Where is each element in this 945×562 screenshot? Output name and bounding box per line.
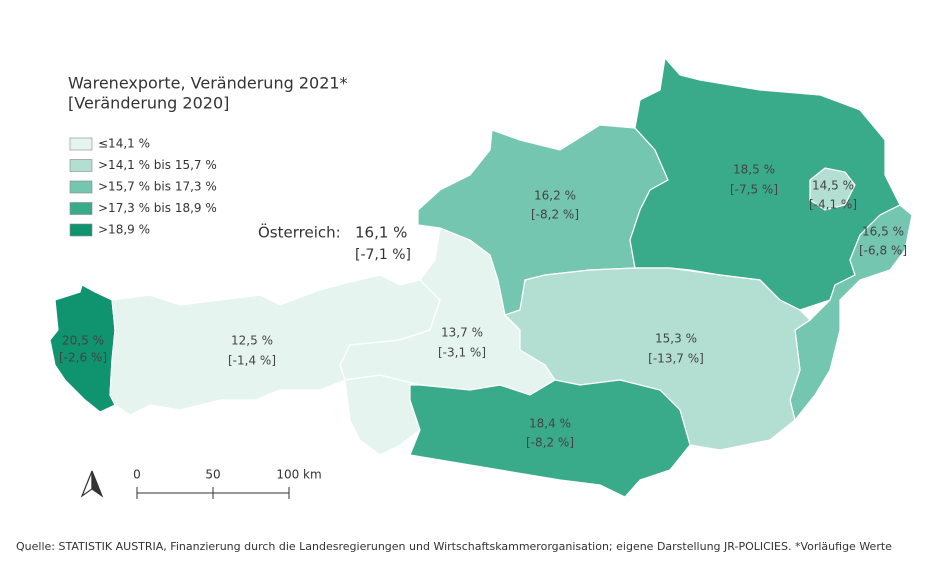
region-previous: [-7,5 %]	[730, 183, 778, 197]
subtitle: [Veränderung 2020]	[68, 94, 229, 113]
region-previous: [-3,1 %]	[438, 346, 486, 360]
legend-label: >14,1 % bis 15,7 %	[98, 158, 217, 172]
legend-label: >15,7 % bis 17,3 %	[98, 180, 217, 194]
total-previous: [-7,1 %]	[355, 247, 411, 263]
regions	[49, 56, 913, 498]
region	[503, 267, 811, 451]
region	[344, 374, 421, 456]
legend-label: >17,3 % bis 18,9 %	[98, 201, 217, 215]
region-previous: [-2,6 %]	[59, 351, 107, 365]
region-value: 16,5 %	[862, 225, 904, 239]
legend: ≤14,1 % >14,1 % bis 15,7 % >15,7 % bis 17,…	[69, 137, 217, 237]
region-previous: [-1,4 %]	[228, 354, 276, 368]
region-value: 12,5 %	[231, 334, 273, 348]
title: Warenexporte, Veränderung 2021*	[68, 74, 348, 93]
region-value: 13,7 %	[441, 326, 483, 340]
region	[809, 167, 856, 211]
region-value: 16,2 %	[534, 189, 576, 203]
total-value: 16,1 %	[355, 224, 407, 242]
source-note: Quelle: STATISTIK AUSTRIA, Finanzierung …	[16, 540, 892, 553]
region-previous: [-4,1 %]	[809, 198, 857, 212]
region-value: 15,3 %	[655, 332, 697, 346]
legend-label: >18,9 %	[98, 223, 150, 237]
scale-bar: 0 50 100 km	[133, 468, 322, 499]
region-value: 20,5 %	[62, 334, 104, 348]
total-label: Österreich:	[258, 223, 341, 242]
region-previous: [-8,2 %]	[531, 208, 579, 222]
scale-label: 0	[133, 468, 141, 482]
region-value: 18,4 %	[529, 417, 571, 431]
legend-swatch	[69, 159, 93, 172]
legend-swatch	[69, 180, 93, 194]
north-arrow	[80, 470, 104, 498]
region	[49, 284, 116, 413]
region-previous: [-13,7 %]	[648, 352, 704, 366]
legend-swatch	[69, 223, 93, 237]
legend-swatch	[69, 137, 93, 151]
region-value: 18,5 %	[733, 163, 775, 177]
legend-swatch	[69, 202, 93, 215]
region	[409, 379, 691, 498]
legend-label: ≤14,1 %	[98, 137, 150, 151]
scale-label: 100 km	[276, 468, 321, 482]
region-labels: 20,5 % [-2,6 %] 12,5 % [-1,4 %] 13,7 % […	[59, 163, 907, 450]
region-previous: [-6,8 %]	[859, 244, 907, 258]
region-value: 14,5 %	[812, 179, 854, 193]
scale-label: 50	[205, 468, 220, 482]
region	[789, 204, 913, 422]
region-previous: [-8,2 %]	[526, 436, 574, 450]
